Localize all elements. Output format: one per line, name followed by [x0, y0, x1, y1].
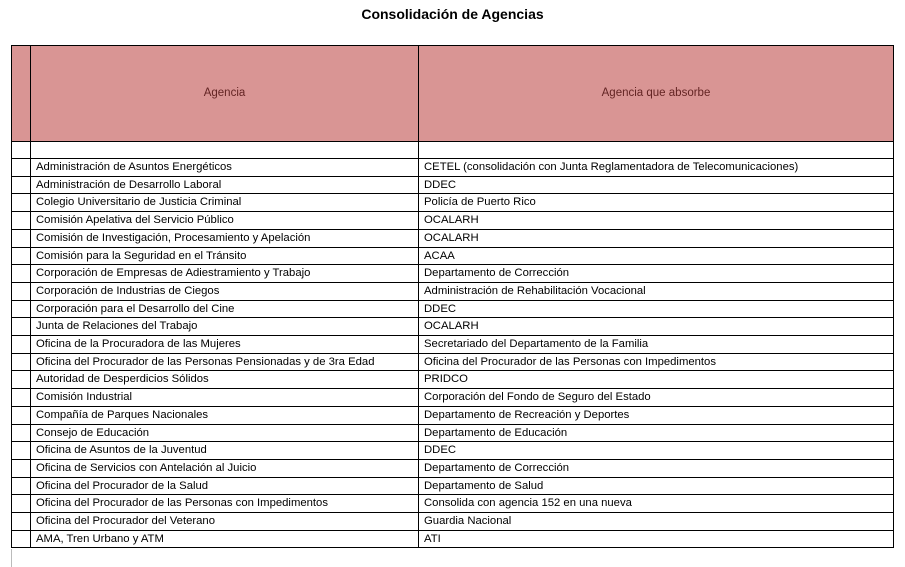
agency-cell: Compañía de Parques Nacionales — [30, 405, 419, 425]
page-margin-line — [11, 549, 12, 567]
absorbing-agency-cell: Guardia Nacional — [418, 512, 894, 531]
agency-cell: Comisión Industrial — [30, 388, 419, 407]
table-row: Junta de Relaciones del Trabajo OCALARH — [11, 317, 894, 337]
row-index-cell — [11, 317, 31, 337]
agency-cell: Oficina del Procurador de la Salud — [30, 476, 419, 496]
table-row: Comisión Apelativa del Servicio Público O… — [11, 211, 894, 230]
agency-cell: Corporación para el Desarrollo del Cine — [30, 299, 419, 319]
table-row: Oficina del Procurador del Veterano Guard… — [11, 512, 894, 531]
row-index-cell — [11, 352, 31, 372]
row-index-cell — [11, 175, 31, 195]
agency-cell: Administración de Desarrollo Laboral — [30, 175, 419, 195]
agency-cell: Oficina de la Procuradora de las Mujeres — [30, 335, 419, 354]
absorbing-agency-cell: DDEC — [418, 299, 894, 319]
row-index-cell — [11, 458, 31, 478]
table-row: Colegio Universitario de Justicia Crimin… — [11, 193, 894, 213]
absorbing-agency-cell: OCALARH — [418, 317, 894, 337]
absorbing-agency-cell: Oficina del Procurador de las Personas c… — [418, 352, 894, 372]
agency-cell: Autoridad de Desperdicios Sólidos — [30, 370, 419, 390]
row-index-cell — [11, 335, 31, 354]
table-row: Oficina de Servicios con Antelación al J… — [11, 458, 894, 478]
row-index-cell — [11, 494, 31, 514]
row-index-cell — [11, 512, 31, 531]
absorbing-agency-cell: Departamento de Educación — [418, 423, 894, 443]
empty-row — [11, 141, 894, 159]
table-row: Corporación para el Desarrollo del Cine D… — [11, 299, 894, 319]
absorbing-agency-cell: Departamento de Corrección — [418, 458, 894, 478]
agency-cell: Corporación de Empresas de Adiestramient… — [30, 264, 419, 283]
row-index-cell — [11, 423, 31, 443]
row-index-cell — [11, 158, 31, 177]
table-row: Corporación de Industrias de Ciegos Admin… — [11, 281, 894, 301]
absorbing-agency-cell: Administración de Rehabilitación Vocacio… — [418, 281, 894, 301]
row-index-cell — [11, 476, 31, 496]
absorbing-agency-cell: Secretariado del Departamento de la Fami… — [418, 335, 894, 354]
table-row: Autoridad de Desperdicios Sólidos PRIDCO — [11, 370, 894, 390]
row-index-cell — [11, 281, 31, 301]
header-index-cell — [11, 45, 31, 142]
header-row: Agencia Agencia que absorbe — [11, 45, 894, 142]
agency-cell: Comisión de Investigación, Procesamiento… — [30, 228, 419, 248]
table-row: Compañía de Parques Nacionales Departamen… — [11, 405, 894, 425]
table-row: AMA, Tren Urbano y ATM ATI — [11, 529, 894, 549]
table-row: Oficina de la Procuradora de las Mujeres… — [11, 335, 894, 354]
table-row: Oficina del Procurador de las Personas P… — [11, 352, 894, 372]
absorbing-agency-cell: Departamento de Recreación y Deportes — [418, 405, 894, 425]
agency-cell: Comisión para la Seguridad en el Tránsit… — [30, 246, 419, 266]
agency-cell: Oficina del Procurador de las Personas c… — [30, 494, 419, 514]
table-row: Oficina del Procurador de la Salud Depart… — [11, 476, 894, 496]
absorbing-agency-cell: OCALARH — [418, 228, 894, 248]
agency-cell: Comisión Apelativa del Servicio Público — [30, 211, 419, 230]
absorbing-agency-cell: CETEL (consolidación con Junta Reglament… — [418, 158, 894, 177]
table-row: Oficina de Asuntos de la Juventud DDEC — [11, 441, 894, 460]
absorbing-agency-cell: ACAA — [418, 246, 894, 266]
table-row: Comisión de Investigación, Procesamiento… — [11, 228, 894, 248]
table-row: Oficina del Procurador de las Personas c… — [11, 494, 894, 514]
agency-consolidation-table: Agencia Agencia que absorbe Administraci… — [11, 45, 894, 549]
agency-cell: Administración de Asuntos Energéticos — [30, 158, 419, 177]
row-index-cell — [11, 264, 31, 283]
table-row: Consejo de Educación Departamento de Educ… — [11, 423, 894, 443]
agency-cell: Oficina del Procurador del Veterano — [30, 512, 419, 531]
row-index-cell — [11, 193, 31, 213]
row-index-cell — [11, 246, 31, 266]
header-agencia: Agencia — [30, 45, 419, 142]
row-index-cell — [11, 388, 31, 407]
row-index-cell — [11, 211, 31, 230]
agency-cell: Consejo de Educación — [30, 423, 419, 443]
absorbing-agency-cell: Departamento de Salud — [418, 476, 894, 496]
row-index-cell — [11, 370, 31, 390]
absorbing-agency-cell: OCALARH — [418, 211, 894, 230]
agency-cell: Colegio Universitario de Justicia Crimin… — [30, 193, 419, 213]
document-title: Consolidación de Agencias — [361, 6, 544, 22]
absorbing-agency-cell: DDEC — [418, 175, 894, 195]
absorbing-agency-cell: PRIDCO — [418, 370, 894, 390]
agency-cell: Oficina de Servicios con Antelación al J… — [30, 458, 419, 478]
row-index-cell — [11, 299, 31, 319]
row-index-cell — [11, 441, 31, 460]
agency-cell: Corporación de Industrias de Ciegos — [30, 281, 419, 301]
absorbing-agency-cell: DDEC — [418, 441, 894, 460]
table-row: Comisión Industrial Corporación del Fondo… — [11, 388, 894, 407]
agency-cell: Oficina de Asuntos de la Juventud — [30, 441, 419, 460]
absorbing-agency-cell: Departamento de Corrección — [418, 264, 894, 283]
absorbing-agency-cell: Corporación del Fondo de Seguro del Esta… — [418, 388, 894, 407]
table-row: Corporación de Empresas de Adiestramient… — [11, 264, 894, 283]
agency-cell: Oficina del Procurador de las Personas P… — [30, 352, 419, 372]
table-row: Administración de Asuntos Energéticos CET… — [11, 158, 894, 177]
row-index-cell — [11, 405, 31, 425]
header-agencia-que-absorbe: Agencia que absorbe — [418, 45, 894, 142]
row-index-cell — [11, 529, 31, 549]
row-index-cell — [11, 228, 31, 248]
absorbing-agency-cell: ATI — [418, 529, 894, 549]
agency-cell: AMA, Tren Urbano y ATM — [30, 529, 419, 549]
absorbing-agency-cell: Consolida con agencia 152 en una nueva — [418, 494, 894, 514]
table-row: Administración de Desarrollo Laboral DDEC — [11, 175, 894, 195]
table-row: Comisión para la Seguridad en el Tránsit… — [11, 246, 894, 266]
absorbing-agency-cell: Policía de Puerto Rico — [418, 193, 894, 213]
agency-cell: Junta de Relaciones del Trabajo — [30, 317, 419, 337]
